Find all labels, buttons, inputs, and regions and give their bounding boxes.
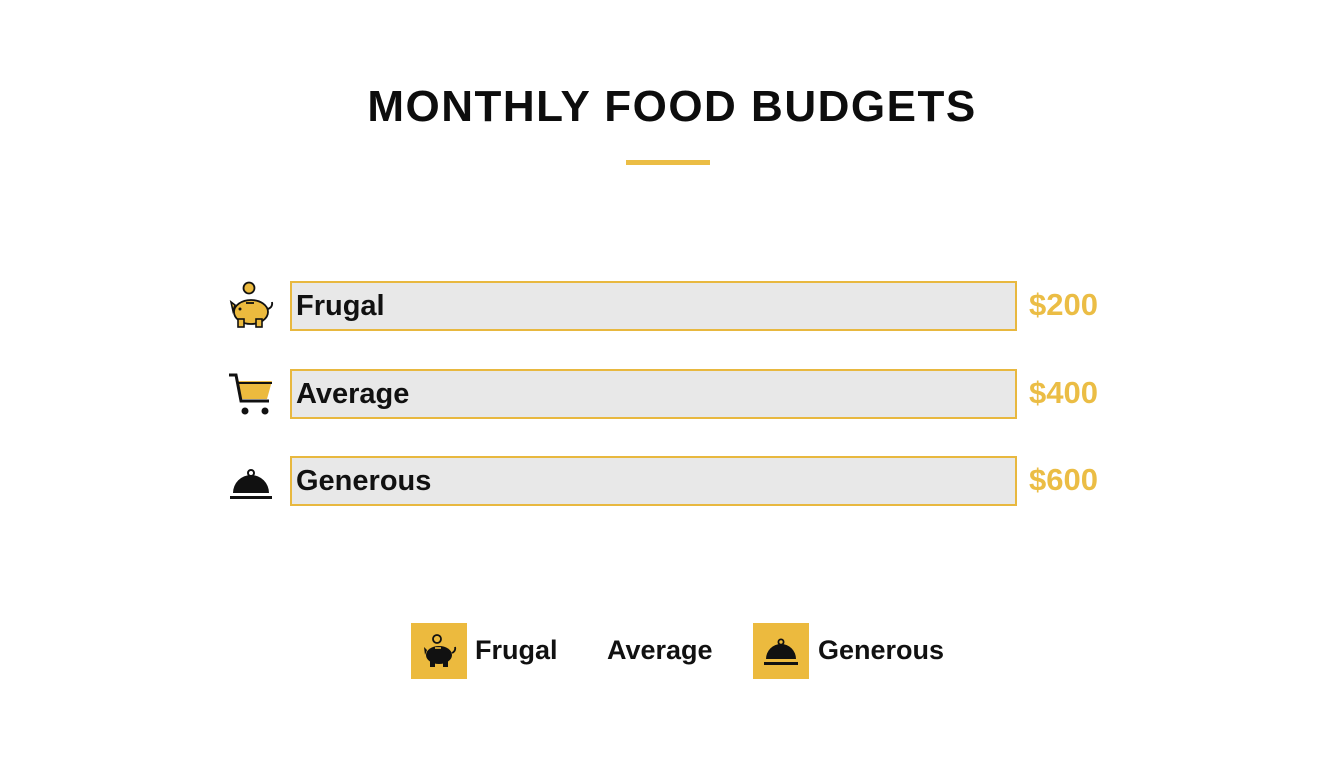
bar-label: Frugal xyxy=(296,290,385,322)
chart-title: MONTHLY FOOD BUDGETS xyxy=(367,82,977,131)
legend-label-average: Average xyxy=(607,635,713,665)
bar-generous: Generous xyxy=(290,456,1017,506)
legend-swatch-frugal xyxy=(411,623,467,679)
bar-frugal: Frugal xyxy=(290,281,1017,331)
bar-row-frugal: Frugal $200 xyxy=(0,281,1344,331)
bar-value: $200 xyxy=(1029,287,1098,322)
bar-average: Average xyxy=(290,369,1017,419)
title-underline xyxy=(626,160,710,165)
bar-row-generous: Generous $600 xyxy=(0,456,1344,506)
shopping-cart-icon xyxy=(226,369,276,419)
cloche-icon xyxy=(764,638,798,665)
piggy-bank-icon xyxy=(226,281,276,331)
bar-value: $400 xyxy=(1029,375,1098,410)
legend-label-generous: Generous xyxy=(818,635,945,665)
legend-label-frugal: Frugal xyxy=(475,635,558,665)
legend: Frugal Average Generous xyxy=(0,623,1344,679)
bar-value: $600 xyxy=(1029,462,1098,497)
bar-label: Generous xyxy=(296,465,432,497)
legend-swatch-generous xyxy=(753,623,809,679)
bar-row-average: Average $400 xyxy=(0,369,1344,419)
piggy-bank-icon xyxy=(424,634,457,667)
bar-label: Average xyxy=(296,378,410,410)
cloche-icon xyxy=(226,456,276,506)
